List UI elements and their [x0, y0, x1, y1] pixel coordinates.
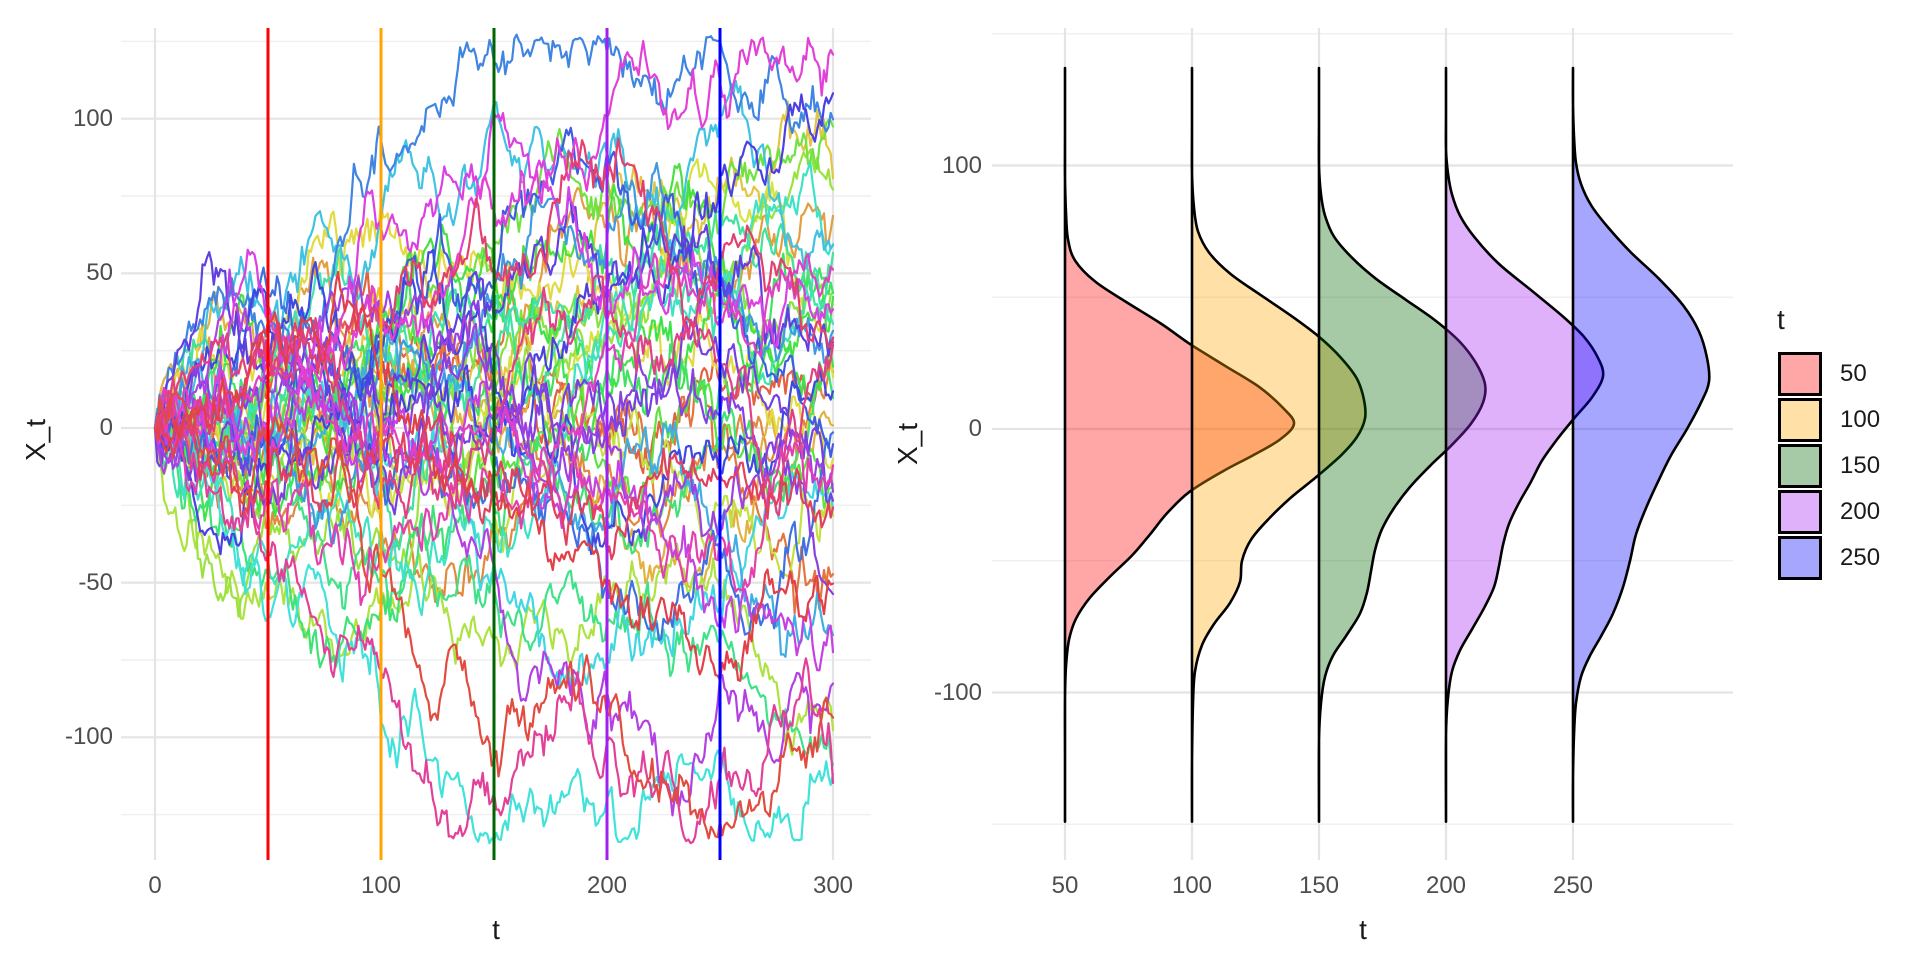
legend-key-250 — [1778, 536, 1822, 580]
violin-t200 — [1444, 66, 1605, 823]
left-x-tick-0: 0 — [148, 872, 162, 899]
right-x-tick-200: 200 — [1425, 872, 1467, 899]
left-x-axis-title: t — [492, 914, 500, 945]
violin-t150 — [1317, 66, 1487, 823]
legend-key-50 — [1778, 352, 1822, 396]
density-violins — [1063, 66, 1711, 823]
left-x-tick-200: 200 — [586, 872, 628, 899]
left-y-tick-m50: -50 — [78, 569, 113, 596]
left-x-tick-300: 300 — [812, 872, 854, 899]
right-y-tick-m100: -100 — [933, 679, 982, 706]
left-y-axis-title: X_t — [20, 418, 51, 462]
legend-label-150: 150 — [1840, 452, 1881, 479]
right-y-tick-100: 100 — [941, 152, 982, 179]
legend-label-250: 250 — [1840, 544, 1881, 571]
legend-title: t — [1777, 304, 1785, 335]
left-y-tick-0: 0 — [99, 414, 113, 441]
left-x-tick-100: 100 — [360, 872, 402, 899]
left-y-tick-50: 50 — [86, 259, 113, 286]
right-x-tick-250: 250 — [1552, 872, 1594, 899]
legend-label-100: 100 — [1840, 406, 1881, 433]
right-x-tick-50: 50 — [1051, 872, 1079, 899]
legend-key-200 — [1778, 490, 1822, 534]
right-minor-gridlines — [992, 32, 1733, 826]
time-reference-vlines — [266, 28, 722, 860]
left-y-tick-100: 100 — [72, 105, 113, 132]
right-x-tick-150: 150 — [1298, 872, 1340, 899]
legend-key-100 — [1778, 398, 1822, 442]
right-y-tick-0: 0 — [968, 415, 982, 442]
right-x-tick-100: 100 — [1171, 872, 1213, 899]
left-y-tick-m100: -100 — [64, 723, 113, 750]
violin-t100 — [1190, 66, 1367, 823]
legend-label-50: 50 — [1840, 360, 1867, 387]
legend-key-150 — [1778, 444, 1822, 488]
violin-t50 — [1063, 66, 1296, 823]
right-x-axis-title: t — [1359, 914, 1367, 945]
violin-t250 — [1571, 66, 1711, 823]
right-y-axis-title: X_t — [892, 422, 923, 466]
legend-label-200: 200 — [1840, 498, 1881, 525]
